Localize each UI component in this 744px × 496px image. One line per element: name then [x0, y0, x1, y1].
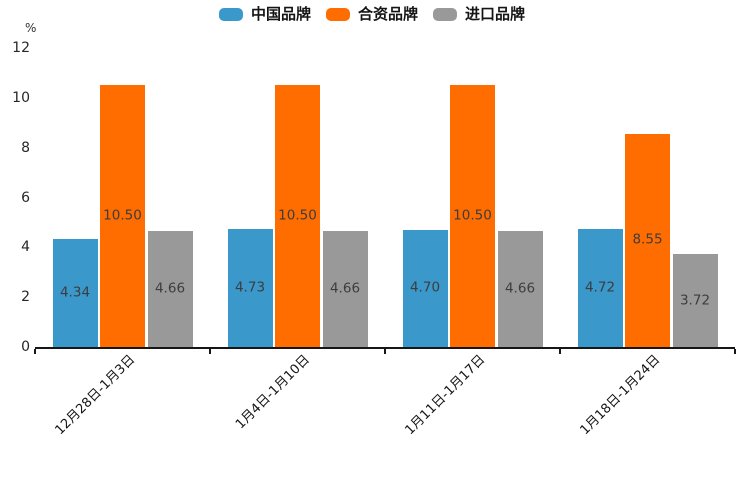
x-axis-label: 1月4日-1月10日 — [233, 352, 314, 433]
x-axis-label: 12月28日-1月3日 — [52, 352, 139, 439]
x-axis-tick — [734, 349, 736, 354]
bar-value-label: 3.72 — [679, 291, 711, 308]
bar-value-label: 8.55 — [632, 231, 663, 248]
legend-item-joint-venture-brand[interactable]: 合资品牌 — [325, 5, 419, 23]
bar-value-label: 4.66 — [504, 280, 536, 297]
y-axis-tick-label: 8 — [21, 139, 30, 156]
legend-swatch-china-brand-icon — [218, 8, 243, 21]
y-axis-tick-label: 2 — [21, 289, 30, 306]
y-axis-tick-label: 10 — [12, 89, 30, 106]
x-axis-label: 1月11日-1月17日 — [402, 352, 489, 439]
legend-swatch-import-brand-icon — [433, 8, 458, 21]
bar-value-label: 4.66 — [329, 280, 361, 297]
bar-series1-cat1[interactable] — [275, 85, 320, 347]
bar-value-label: 4.72 — [584, 279, 616, 296]
y-axis-tick-label: 12 — [12, 40, 30, 56]
bar-series0-cat2[interactable] — [402, 229, 448, 347]
y-axis-tick-label: 4 — [21, 239, 30, 256]
x-axis-label: 1月18日-1月24日 — [577, 352, 664, 439]
bar-value-label: 10.50 — [103, 207, 142, 224]
legend-label-import-brand: 进口品牌 — [465, 5, 526, 23]
legend-item-import-brand[interactable]: 进口品牌 — [433, 7, 525, 22]
bar-value-label: 10.50 — [278, 207, 317, 224]
bar-value-label: 4.70 — [409, 279, 441, 296]
bar-series0-cat1[interactable] — [227, 229, 273, 347]
x-axis-tick — [34, 349, 36, 354]
legend: 中国品牌 合资品牌 进口品牌 — [218, 5, 525, 23]
bar-series1-cat3[interactable] — [625, 133, 670, 347]
bar-value-label: 4.34 — [59, 284, 91, 301]
x-axis-tick — [209, 349, 211, 354]
bar-series1-cat0[interactable] — [100, 85, 145, 347]
bar-series0-cat3[interactable] — [577, 229, 623, 347]
x-axis-tick — [559, 349, 561, 354]
bar-series0-cat0[interactable] — [52, 238, 98, 347]
bar-series2-cat0[interactable] — [147, 230, 193, 347]
legend-item-china-brand[interactable]: 中国品牌 — [218, 5, 311, 23]
legend-label-china-brand: 中国品牌 — [250, 5, 311, 23]
legend-swatch-joint-venture-brand-icon — [325, 8, 350, 21]
legend-label-joint-venture-brand: 合资品牌 — [357, 5, 419, 23]
y-axis-tick-label: 0 — [21, 339, 30, 355]
x-axis-tick — [384, 349, 386, 354]
x-axis-line — [35, 347, 735, 349]
bar-series2-cat1[interactable] — [322, 230, 368, 347]
bar-value-label: 10.50 — [453, 207, 492, 224]
bar-value-label: 4.66 — [154, 280, 186, 297]
y-axis-unit-label: % — [25, 21, 37, 35]
bar-series2-cat3[interactable] — [672, 254, 718, 347]
bar-series1-cat2[interactable] — [450, 85, 495, 347]
y-axis-tick-label: 6 — [21, 189, 30, 206]
bar-series2-cat2[interactable] — [497, 230, 543, 347]
bar-value-label: 4.73 — [234, 279, 266, 296]
